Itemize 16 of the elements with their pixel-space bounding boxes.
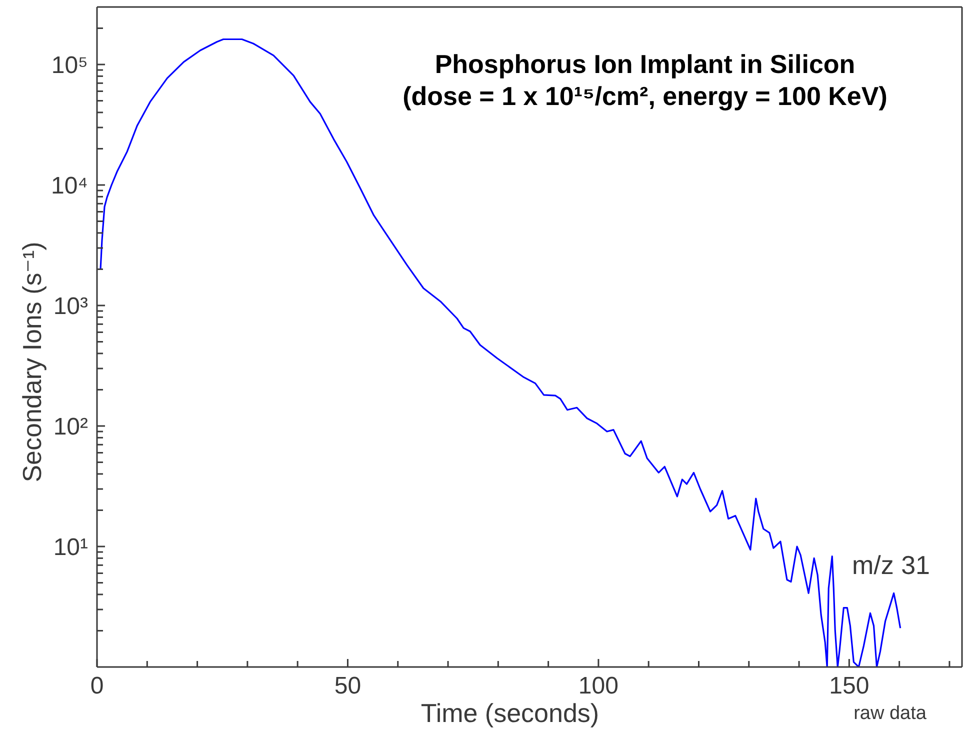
- y-tick-label: 10⁵: [51, 52, 88, 80]
- x-tick-label: 50: [334, 672, 362, 700]
- x-tick-label: 100: [578, 672, 618, 700]
- x-axis-title: Time (seconds): [420, 698, 600, 729]
- x-tick-label: 0: [90, 672, 104, 700]
- line-series: [100, 38, 902, 667]
- y-tick-label: 10¹: [53, 534, 88, 562]
- y-axis-title: Secondary Ions (s⁻¹): [17, 242, 48, 482]
- y-tick-label: 10³: [53, 293, 88, 320]
- y-tick-label: 10²: [53, 414, 88, 441]
- series-label: m/z 31: [852, 550, 930, 581]
- x-tick-label: 150: [829, 672, 870, 700]
- y-tick-label: 10⁴: [50, 172, 88, 200]
- text: (dose = 1 x 10¹⁵/cm², energy = 100 KeV): [402, 81, 888, 112]
- text: raw data: [854, 703, 926, 725]
- text: Phosphorus Ion Implant in Silicon: [434, 49, 856, 80]
